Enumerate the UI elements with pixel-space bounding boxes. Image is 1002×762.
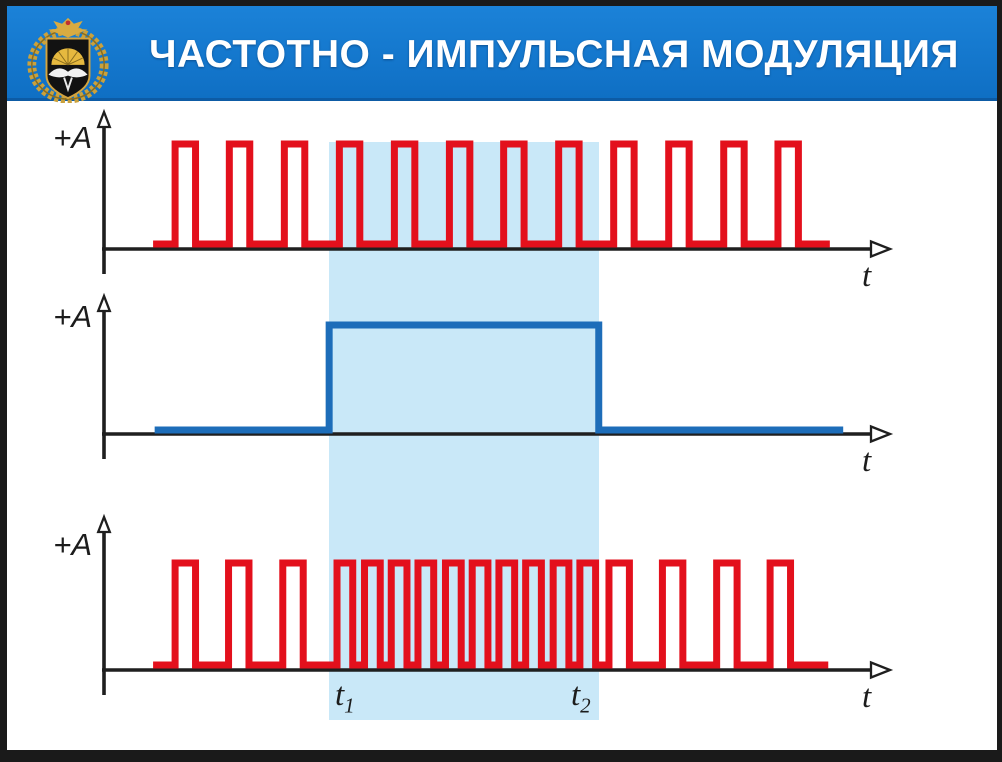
carrier-pulse-train-waveform bbox=[153, 140, 830, 248]
amplitude-label-pfm: +A bbox=[53, 527, 92, 562]
y-axis-arrow bbox=[96, 292, 112, 313]
x-axis-arrow bbox=[869, 660, 894, 680]
modulating-signal-waveform bbox=[154, 321, 844, 434]
academy-emblem-icon bbox=[27, 17, 109, 103]
header-bar: ЧАСТОТНО - ИМПУЛЬСНАЯ МОДУЛЯЦИЯ bbox=[7, 6, 997, 103]
x-axis-arrow bbox=[869, 239, 894, 259]
x-axis-arrow bbox=[869, 424, 894, 444]
y-axis-arrow bbox=[96, 513, 112, 534]
y-axis-arrow bbox=[96, 108, 112, 129]
time-axis-label-carrier: t bbox=[862, 258, 872, 294]
t1-marker-label: t1 bbox=[335, 677, 355, 718]
pfm-output-waveform bbox=[153, 559, 829, 669]
page-title: ЧАСТОТНО - ИМПУЛЬСНАЯ МОДУЛЯЦИЯ bbox=[149, 33, 959, 76]
amplitude-label-carrier: +A bbox=[53, 120, 92, 155]
t2-marker-label: t2 bbox=[571, 677, 591, 718]
time-axis-label-pfm: t bbox=[862, 679, 872, 715]
time-axis-label-modulator: t bbox=[862, 443, 872, 479]
amplitude-label-modulator: +A bbox=[53, 299, 92, 334]
